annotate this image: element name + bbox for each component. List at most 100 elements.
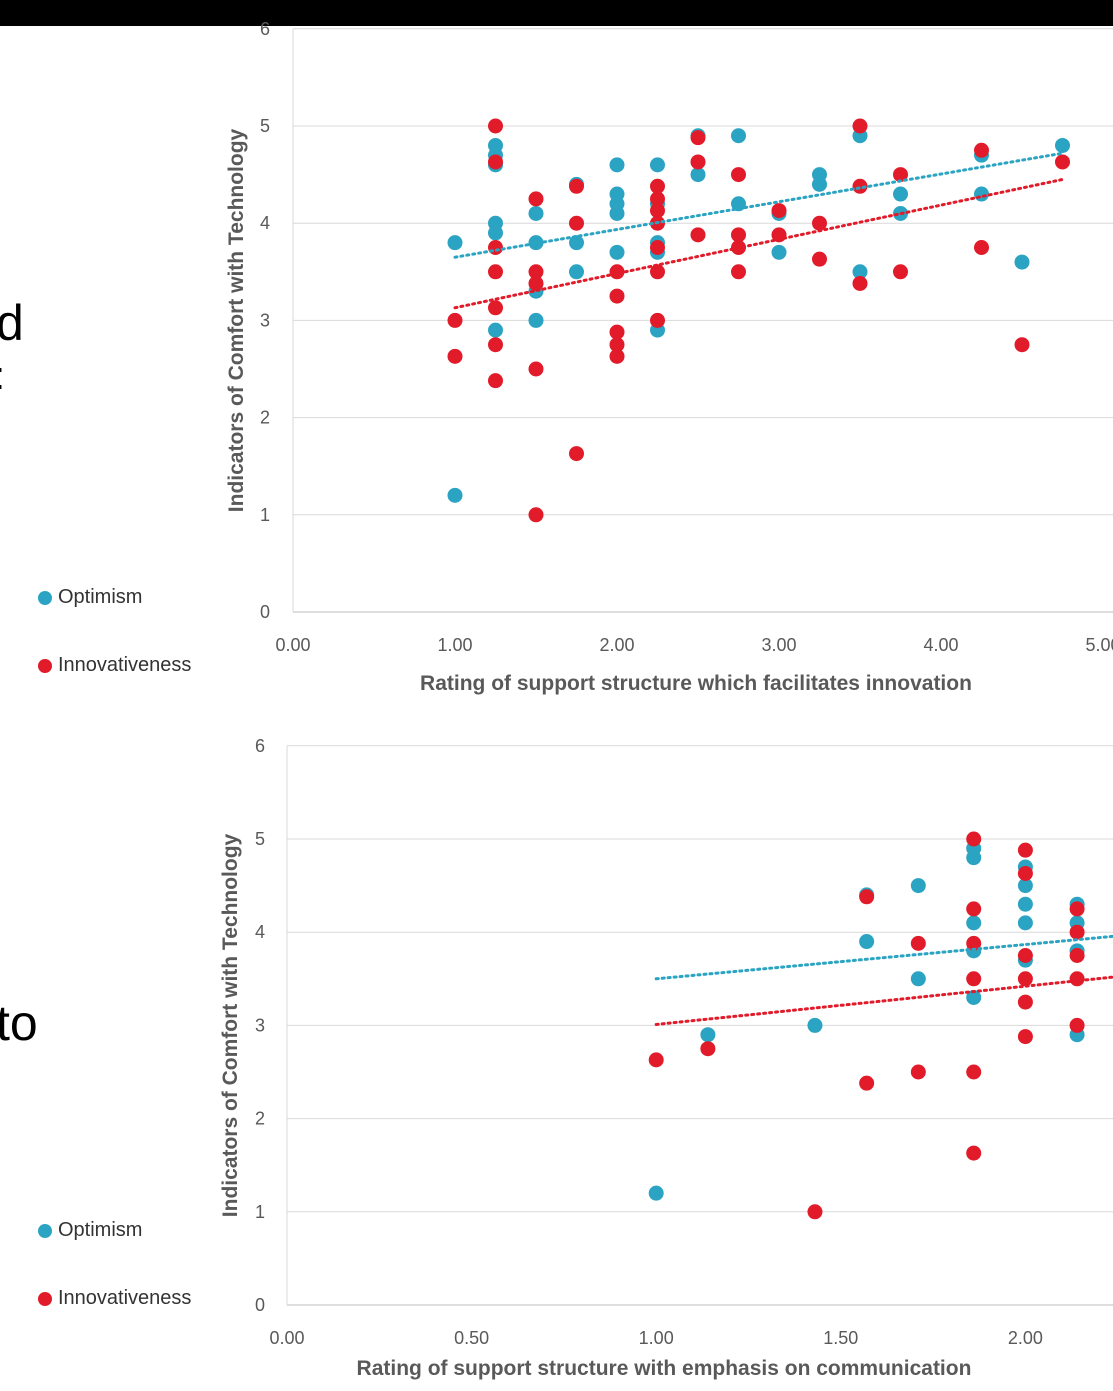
- innovativeness-point: [859, 889, 875, 905]
- legend-item-optimism: Optimism: [38, 1219, 142, 1242]
- innovativeness-trendline: [453, 177, 1064, 310]
- innovativeness-point: [966, 935, 982, 951]
- y-tick-label: 4: [255, 922, 265, 942]
- innovativeness-point: [569, 215, 584, 231]
- optimism-point: [447, 235, 463, 251]
- innovativeness-point: [1017, 948, 1033, 963]
- innovativeness-point: [650, 191, 665, 207]
- innovativeness-point: [893, 167, 908, 183]
- innovativeness-point: [650, 264, 665, 280]
- optimism-point: [731, 196, 746, 212]
- x-tick-label: 0.00: [275, 635, 310, 655]
- innovativeness-point: [1069, 901, 1085, 917]
- optimism-point: [966, 989, 982, 1005]
- innovativeness-point: [488, 154, 503, 170]
- scatter-chart-innovation: 0 1 2 3 4 5 6 0.00 1.00 2.00 3.00 4.00 5.00 Rating of…: [225, 19, 1113, 695]
- x-tick-label: 5.00: [1085, 635, 1113, 655]
- x-axis-title: Rating of support structure with emphasi…: [357, 1357, 972, 1380]
- innovativeness-point: [893, 264, 908, 280]
- innovativeness-point: [1017, 971, 1033, 987]
- innovativeness-point: [966, 1145, 982, 1161]
- innovativeness-point: [1017, 865, 1033, 881]
- y-tick-label: 1: [260, 505, 270, 525]
- innovativeness-point: [812, 251, 827, 267]
- y-tick-label: 3: [260, 310, 270, 330]
- legend-item-innovativeness: Innovativeness: [38, 1287, 191, 1310]
- innovativeness-point: [1069, 948, 1085, 963]
- innovativeness-point: [852, 118, 868, 134]
- x-tick-label: 3.00: [761, 635, 796, 655]
- innovativeness-point: [966, 971, 982, 987]
- y-tick-label: 5: [260, 116, 270, 136]
- innovativeness-point: [528, 361, 544, 377]
- innovativeness-point: [528, 264, 544, 280]
- x-tick-label: 0.50: [454, 1328, 489, 1348]
- optimism-point: [648, 1185, 664, 1201]
- y-tick-label: 2: [255, 1109, 265, 1129]
- innovativeness-point: [488, 264, 503, 280]
- innovativeness-point: [966, 901, 982, 917]
- legend-label: Innovativeness: [58, 1287, 192, 1309]
- legend-label: Innovativeness: [58, 654, 192, 676]
- innovativeness-point: [1014, 337, 1030, 353]
- innovativeness-point: [1069, 971, 1085, 987]
- innovativeness-trendline: [654, 975, 1113, 1026]
- optimism-point: [690, 167, 706, 183]
- optimism-marker-icon: [38, 590, 52, 605]
- y-tick-label: 5: [255, 829, 265, 849]
- innovativeness-point: [1069, 924, 1085, 940]
- optimism-point: [807, 1017, 823, 1033]
- y-tick-label: 6: [260, 19, 270, 39]
- cropped-text-fragment: d: [0, 295, 24, 351]
- optimism-point: [609, 244, 625, 260]
- optimism-point: [910, 878, 926, 894]
- y-tick-label: 0: [255, 1295, 265, 1315]
- innovativeness-point: [528, 507, 544, 523]
- optimism-trendline: [654, 934, 1113, 981]
- y-tick-label: 4: [260, 213, 270, 233]
- y-tick-label: 6: [255, 736, 265, 756]
- optimism-point: [528, 312, 544, 328]
- innovativeness-point: [648, 1052, 664, 1068]
- optimism-point: [528, 235, 544, 251]
- optimism-point: [569, 235, 584, 251]
- legend-item-innovativeness: Innovativeness: [38, 654, 191, 677]
- innovativeness-point: [609, 348, 625, 364]
- x-axis-title: Rating of support structure which facili…: [420, 672, 972, 695]
- innovativeness-point: [1055, 154, 1070, 170]
- innovativeness-point: [690, 154, 706, 170]
- x-tick-label: 1.50: [823, 1328, 858, 1348]
- innovativeness-point: [609, 324, 625, 340]
- innovativeness-point: [859, 1075, 875, 1091]
- optimism-point: [966, 850, 982, 866]
- innovativeness-point: [488, 300, 503, 316]
- optimism-point: [609, 205, 625, 221]
- optimism-point: [700, 1027, 716, 1043]
- optimism-trendline: [453, 151, 1064, 259]
- legend-label: Optimism: [58, 1219, 143, 1241]
- innovativeness-point: [700, 1041, 716, 1057]
- innovativeness-point: [974, 142, 989, 158]
- y-tick-label: 1: [255, 1202, 265, 1222]
- innovativeness-marker-icon: [38, 658, 52, 673]
- legend-label: Optimism: [58, 586, 143, 608]
- y-tick-label: 3: [255, 1015, 265, 1035]
- innovativeness-point: [650, 240, 665, 255]
- optimism-point: [812, 176, 827, 192]
- innovativeness-point: [650, 312, 665, 328]
- innovativeness-marker-icon: [38, 1291, 52, 1306]
- innovativeness-point: [1017, 842, 1033, 858]
- optimism-point: [488, 322, 503, 338]
- legend-item-optimism: Optimism: [38, 586, 142, 609]
- optimism-point: [1017, 915, 1033, 931]
- x-tick-label: 2.00: [1008, 1328, 1043, 1348]
- optimism-point: [1017, 878, 1033, 894]
- optimism-point: [859, 934, 875, 950]
- optimism-point: [974, 186, 989, 202]
- optimism-point: [731, 128, 746, 144]
- optimism-point: [910, 971, 926, 987]
- innovativeness-point: [609, 288, 625, 304]
- innovativeness-point: [690, 227, 706, 243]
- optimism-point: [852, 264, 868, 280]
- innovativeness-point: [488, 118, 503, 134]
